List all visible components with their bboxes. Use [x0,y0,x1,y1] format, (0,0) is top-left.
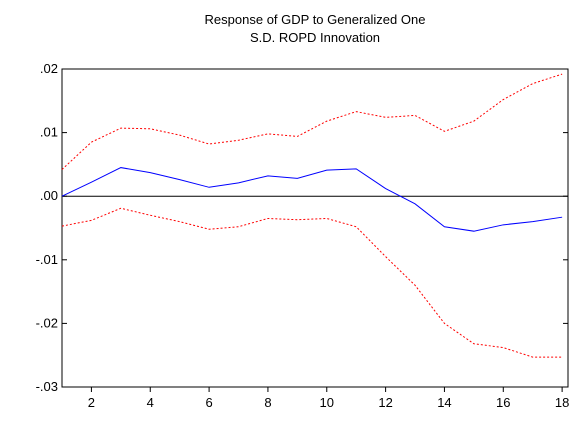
x-tick-label: 4 [147,395,154,410]
y-tick-label: -.01 [36,252,58,267]
x-tick-label: 8 [264,395,271,410]
x-tick-label: 14 [437,395,451,410]
x-tick-label: 12 [378,395,392,410]
x-tick-label: 16 [496,395,510,410]
x-tick-label: 2 [88,395,95,410]
x-tick-label: 6 [205,395,212,410]
y-tick-label: -.03 [36,379,58,394]
x-tick-label: 10 [320,395,334,410]
x-tick-label: 18 [555,395,569,410]
series-line [61,73,563,170]
series-line [61,207,563,358]
plot-frame [61,68,569,388]
series-line [61,167,563,232]
chart-title: Response of GDP to Generalized One [205,12,426,27]
y-tick-label: .02 [40,61,58,76]
y-tick-label: -.02 [36,315,58,330]
y-tick-label: .01 [40,125,58,140]
chart-title: S.D. ROPD Innovation [250,30,380,45]
y-tick-label: .00 [40,188,58,203]
